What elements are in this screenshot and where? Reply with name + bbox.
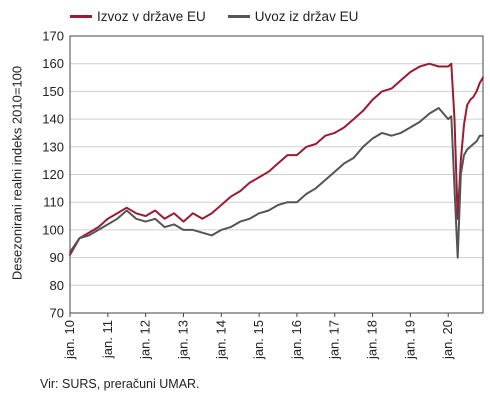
x-tick-label: jan. 15 (251, 320, 266, 360)
series-lines (69, 62, 484, 259)
y-tick-label-140: 140 (42, 112, 64, 127)
x-tick-label: jan. 17 (327, 320, 342, 360)
x-tick-label: jan. 19 (402, 320, 417, 360)
x-axis: jan. 10 jan. 11 jan. 12 jan. 13 jan. 14 jan. … (62, 313, 455, 360)
x-tick-label: jan. 10 (62, 320, 77, 360)
y-tick-label-130: 130 (42, 139, 64, 154)
y-axis-title-text: Desezonirani realni indeks 2010=100 (9, 65, 25, 281)
y-tick-label-70: 70 (50, 306, 64, 321)
y-tick-label-80: 80 (50, 278, 64, 293)
x-tick-label: jan. 20 (440, 320, 455, 360)
legend-swatch-export (70, 14, 92, 18)
y-tick-label-90: 90 (50, 250, 64, 265)
y-tick-label-150: 150 (42, 84, 64, 99)
y-tick-label-160: 160 (42, 56, 64, 71)
x-tick-label: jan. 12 (138, 320, 153, 360)
gridlines (70, 63, 483, 286)
source-note: Vir: SURS, preračuni UMAR. (40, 377, 200, 391)
y-tick-label-120: 120 (42, 167, 64, 182)
y-tick-label-100: 100 (42, 222, 64, 237)
y-tick-label-170: 170 (42, 29, 64, 44)
y-axis: 70 80 90 100 110 120 130 140 150 160 170 (42, 29, 64, 321)
legend: Izvoz v države EU Uvoz iz držav EU (70, 8, 380, 24)
x-tick-label: jan. 14 (213, 320, 228, 360)
series-line-import (69, 107, 484, 259)
legend-item-export: Izvoz v države EU (70, 9, 206, 24)
legend-label-import: Uvoz iz držav EU (254, 8, 359, 24)
legend-label-export: Izvoz v države EU (97, 8, 206, 24)
y-tick-label-110: 110 (43, 195, 64, 210)
series-line-export (69, 62, 484, 256)
x-tick-label: jan. 13 (175, 320, 190, 360)
x-tick-label: jan. 16 (289, 320, 304, 360)
legend-item-import: Uvoz iz držav EU (227, 8, 359, 24)
x-tick-label: jan. 11 (100, 320, 115, 359)
legend-swatch-import (227, 14, 250, 18)
x-tick-label: jan. 18 (365, 320, 380, 360)
plot-frame (69, 35, 484, 314)
